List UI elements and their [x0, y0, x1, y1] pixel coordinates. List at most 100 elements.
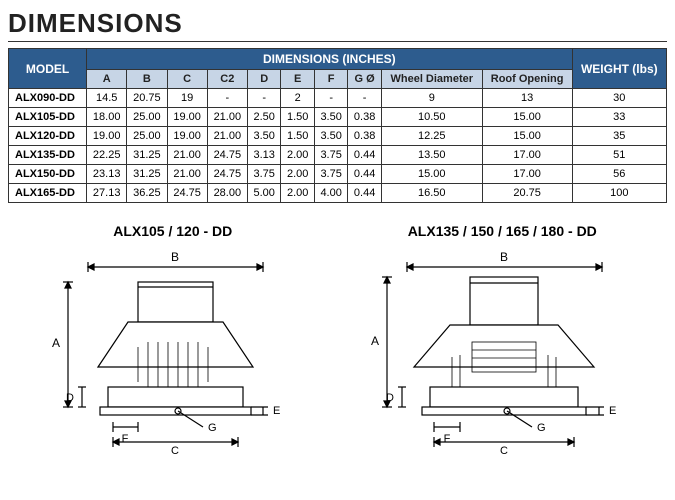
cell-RO: 15.00: [482, 108, 572, 127]
cell-A: 23.13: [87, 165, 127, 184]
cell-G: 0.44: [348, 146, 381, 165]
cell-D: 2.50: [247, 108, 280, 127]
cell-F: -: [314, 89, 347, 108]
col-roof-opening: Roof Opening: [482, 70, 572, 89]
cell-D: 3.75: [247, 165, 280, 184]
cell-WD: 10.50: [381, 108, 482, 127]
cell-E: 1.50: [281, 127, 314, 146]
cell-F: 4.00: [314, 184, 347, 203]
cell-F: 3.75: [314, 165, 347, 184]
cell-B: 36.25: [127, 184, 167, 203]
cell-model: ALX135-DD: [9, 146, 87, 165]
cell-B: 25.00: [127, 127, 167, 146]
svg-text:G: G: [208, 422, 217, 434]
col-weight: WEIGHT (lbs): [572, 49, 666, 89]
cell-W: 51: [572, 146, 666, 165]
cell-C: 21.00: [167, 165, 207, 184]
cell-model: ALX120-DD: [9, 127, 87, 146]
svg-text:D: D: [66, 392, 74, 404]
cell-C: 19.00: [167, 108, 207, 127]
cell-E: 2.00: [281, 165, 314, 184]
cell-A: 19.00: [87, 127, 127, 146]
col-B: B: [127, 70, 167, 89]
svg-text:B: B: [500, 250, 508, 264]
cell-D: 3.13: [247, 146, 280, 165]
col-F: F: [314, 70, 347, 89]
cell-F: 3.50: [314, 127, 347, 146]
cell-A: 27.13: [87, 184, 127, 203]
svg-text:G: G: [537, 422, 546, 434]
cell-WD: 16.50: [381, 184, 482, 203]
svg-text:A: A: [371, 334, 379, 348]
cell-B: 25.00: [127, 108, 167, 127]
svg-text:F: F: [121, 433, 128, 445]
cell-G: 0.44: [348, 184, 381, 203]
svg-text:F: F: [444, 433, 451, 445]
diagram-2: ALX135 / 150 / 165 / 180 - DD B: [344, 223, 660, 457]
cell-B: 20.75: [127, 89, 167, 108]
svg-text:E: E: [273, 405, 280, 417]
cell-B: 31.25: [127, 165, 167, 184]
dimensions-table: MODEL DIMENSIONS (INCHES) WEIGHT (lbs) A…: [8, 48, 667, 203]
cell-F: 3.50: [314, 108, 347, 127]
svg-text:C: C: [500, 445, 508, 457]
diagram-1: ALX105 / 120 - DD B: [15, 223, 331, 457]
cell-C2: 21.00: [207, 127, 247, 146]
cell-W: 30: [572, 89, 666, 108]
cell-C: 24.75: [167, 184, 207, 203]
cell-E: 2: [281, 89, 314, 108]
cell-WD: 12.25: [381, 127, 482, 146]
svg-text:E: E: [609, 405, 616, 417]
cell-RO: 13: [482, 89, 572, 108]
cell-model: ALX150-DD: [9, 165, 87, 184]
cell-D: -: [247, 89, 280, 108]
cell-G: 0.38: [348, 108, 381, 127]
cell-G: -: [348, 89, 381, 108]
cell-W: 33: [572, 108, 666, 127]
cell-E: 2.00: [281, 184, 314, 203]
cell-C2: 24.75: [207, 165, 247, 184]
cell-W: 35: [572, 127, 666, 146]
col-C2: C2: [207, 70, 247, 89]
diagram-1-svg: B A: [28, 247, 318, 457]
cell-A: 18.00: [87, 108, 127, 127]
cell-E: 2.00: [281, 146, 314, 165]
cell-C2: 21.00: [207, 108, 247, 127]
col-model: MODEL: [9, 49, 87, 89]
cell-G: 0.38: [348, 127, 381, 146]
col-D: D: [247, 70, 280, 89]
cell-C: 19: [167, 89, 207, 108]
cell-W: 100: [572, 184, 666, 203]
cell-C2: 28.00: [207, 184, 247, 203]
cell-C2: 24.75: [207, 146, 247, 165]
cell-E: 1.50: [281, 108, 314, 127]
col-wheel-dia: Wheel Diameter: [381, 70, 482, 89]
cell-C: 19.00: [167, 127, 207, 146]
cell-WD: 15.00: [381, 165, 482, 184]
cell-F: 3.75: [314, 146, 347, 165]
cell-RO: 17.00: [482, 146, 572, 165]
table-row: ALX120-DD19.0025.0019.0021.003.501.503.5…: [9, 127, 667, 146]
cell-model: ALX090-DD: [9, 89, 87, 108]
svg-text:B: B: [171, 250, 179, 264]
cell-A: 22.25: [87, 146, 127, 165]
cell-D: 3.50: [247, 127, 280, 146]
col-A: A: [87, 70, 127, 89]
col-group-dimensions: DIMENSIONS (INCHES): [87, 49, 573, 70]
diagram-2-svg: B: [352, 247, 652, 457]
cell-C2: -: [207, 89, 247, 108]
col-G: G Ø: [348, 70, 381, 89]
table-row: ALX150-DD23.1331.2521.0024.753.752.003.7…: [9, 165, 667, 184]
cell-D: 5.00: [247, 184, 280, 203]
cell-G: 0.44: [348, 165, 381, 184]
svg-text:A: A: [52, 336, 60, 350]
table-row: ALX165-DD27.1336.2524.7528.005.002.004.0…: [9, 184, 667, 203]
col-C: C: [167, 70, 207, 89]
cell-A: 14.5: [87, 89, 127, 108]
cell-B: 31.25: [127, 146, 167, 165]
cell-WD: 13.50: [381, 146, 482, 165]
cell-W: 56: [572, 165, 666, 184]
table-row: ALX090-DD14.520.7519--2--91330: [9, 89, 667, 108]
cell-RO: 17.00: [482, 165, 572, 184]
cell-model: ALX105-DD: [9, 108, 87, 127]
